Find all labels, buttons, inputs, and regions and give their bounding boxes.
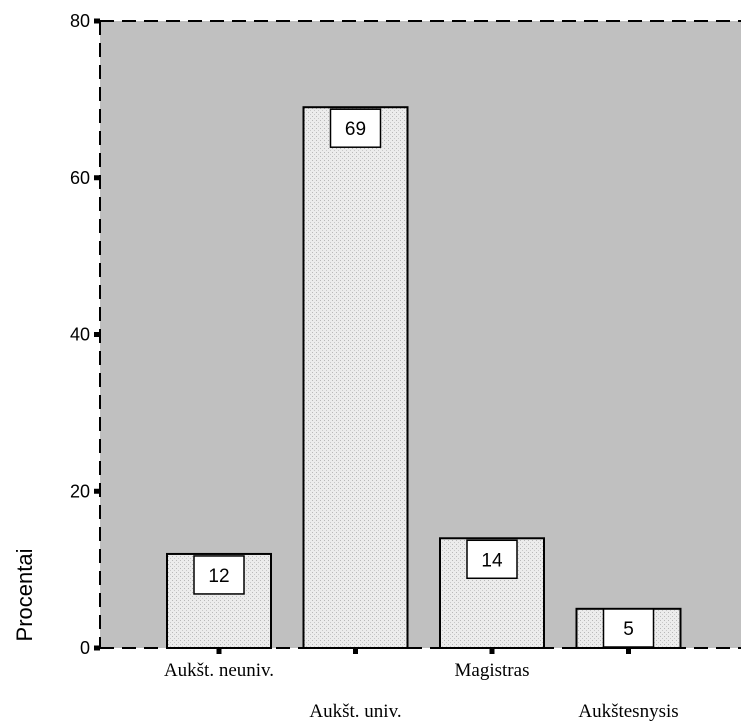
x-tick-label: Aukšt. neuniv. bbox=[164, 660, 274, 681]
x-tick-label: Aukšt. univ. bbox=[309, 701, 401, 722]
plot-area bbox=[100, 21, 741, 648]
y-tick-label: 60 bbox=[70, 168, 90, 188]
y-tick-label: 0 bbox=[80, 638, 90, 658]
x-tick-mark bbox=[626, 648, 631, 654]
data-label-box bbox=[193, 555, 245, 595]
y-tick-label: 20 bbox=[70, 481, 90, 501]
y-tick-mark bbox=[94, 18, 100, 24]
y-tick-label: 40 bbox=[70, 325, 90, 345]
data-label: 5 bbox=[623, 619, 634, 640]
bar bbox=[302, 106, 409, 649]
data-label-box bbox=[602, 608, 655, 648]
y-tick-label: 80 bbox=[70, 11, 90, 31]
data-label-box bbox=[466, 539, 518, 580]
data-label: 14 bbox=[481, 550, 503, 571]
x-tick-mark bbox=[216, 648, 222, 654]
y-tick-mark bbox=[94, 332, 100, 337]
x-tick-label: Magistras bbox=[455, 660, 530, 681]
data-label: 69 bbox=[345, 119, 366, 140]
data-label-box bbox=[329, 108, 382, 148]
y-tick-mark bbox=[94, 175, 100, 181]
x-tick-mark bbox=[353, 648, 358, 654]
data-label: 12 bbox=[208, 566, 229, 587]
y-tick-mark bbox=[94, 645, 100, 651]
x-tick-label: Aukštesnysis bbox=[578, 701, 678, 722]
x-tick-mark bbox=[489, 648, 495, 654]
y-axis-label: Procentai bbox=[12, 549, 37, 642]
y-tick-mark bbox=[94, 488, 100, 494]
